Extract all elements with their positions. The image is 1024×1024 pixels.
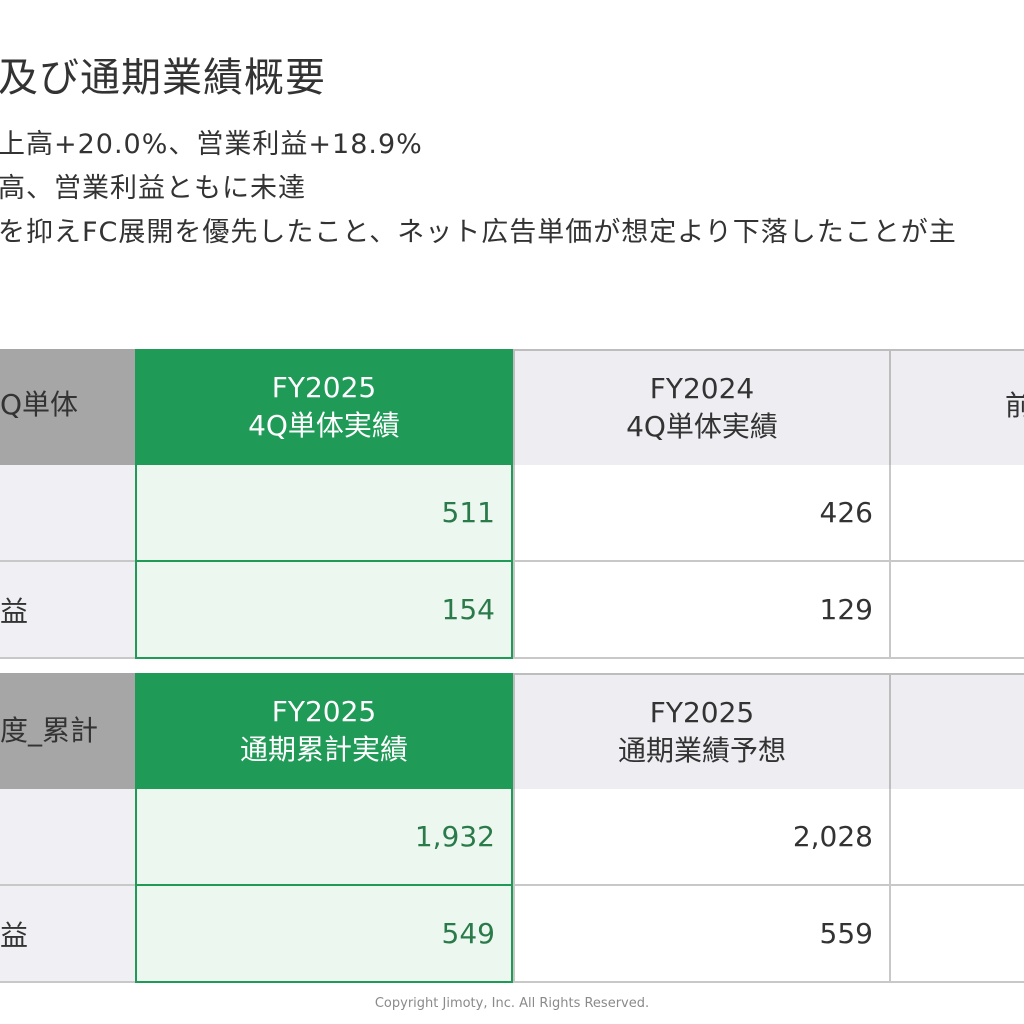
yoy-value: [889, 465, 1024, 562]
achievement-header: [889, 673, 1024, 789]
fy2025-value: 1,932: [135, 789, 513, 886]
copyright-footer: Copyright Jimoty, Inc. All Rights Reserv…: [374, 996, 650, 1011]
row-label: 益: [0, 562, 135, 659]
table-row: 511 426: [0, 465, 1024, 562]
forecast-value: 2,028: [513, 789, 889, 886]
fy2024-value: 129: [513, 562, 889, 659]
full-year-results-table: 度_累計 FY2025 通期累計実績 FY2025 通期業績予想 1,932 2…: [0, 673, 1024, 985]
fy2025-value: 549: [135, 886, 513, 983]
row-label-header: 度_累計: [0, 673, 135, 789]
fy2024-value: 426: [513, 465, 889, 562]
summary-line-1: 上高+20.0%、営業利益+18.9%: [0, 129, 423, 160]
table-row: 益 549 559: [0, 886, 1024, 983]
header-line-1: FY2025: [649, 696, 755, 729]
row-label: 益: [0, 886, 135, 983]
yoy-header: 前: [889, 349, 1024, 465]
row-label-header: Q単体: [0, 349, 135, 465]
table-row: 益 154 129: [0, 562, 1024, 659]
yoy-value: [889, 562, 1024, 659]
header-line-1: FY2025: [271, 695, 377, 728]
achievement-value: [889, 886, 1024, 983]
header-line-1: FY2024: [649, 372, 755, 405]
row-label: [0, 789, 135, 886]
row-label-header-text: 度_累計: [0, 714, 99, 747]
fy2025-q4-header: FY2025 4Q単体実績: [135, 349, 513, 465]
header-line-1: FY2025: [271, 371, 377, 404]
fy2025-value: 154: [135, 562, 513, 659]
q4-results-table: Q単体 FY2025 4Q単体実績 FY2024 4Q単体実績 前 511 42…: [0, 349, 1024, 661]
fy2025-value: 511: [135, 465, 513, 562]
header-line-2: 4Q単体実績: [248, 409, 400, 442]
row-label-header-text: Q単体: [0, 388, 79, 421]
fy2024-q4-header: FY2024 4Q単体実績: [513, 349, 889, 465]
row-label: [0, 465, 135, 562]
fy2025-cumulative-header: FY2025 通期累計実績: [135, 673, 513, 789]
table-header-row: Q単体 FY2025 4Q単体実績 FY2024 4Q単体実績 前: [0, 349, 1024, 465]
yoy-header-text: 前: [1005, 389, 1024, 422]
fy2025-forecast-header: FY2025 通期業績予想: [513, 673, 889, 789]
forecast-value: 559: [513, 886, 889, 983]
achievement-value: [889, 789, 1024, 886]
header-line-2: 4Q単体実績: [626, 410, 778, 443]
page-title: 及び通期業績概要: [0, 55, 326, 101]
header-line-2: 通期累計実績: [239, 733, 408, 766]
summary-line-2: 高、営業利益ともに未達: [0, 173, 306, 204]
table-row: 1,932 2,028: [0, 789, 1024, 886]
header-line-2: 通期業績予想: [617, 734, 786, 767]
summary-line-3: を抑えFC展開を優先したこと、ネット広告単価が想定より下落したことが主: [0, 217, 957, 248]
table-header-row: 度_累計 FY2025 通期累計実績 FY2025 通期業績予想: [0, 673, 1024, 789]
